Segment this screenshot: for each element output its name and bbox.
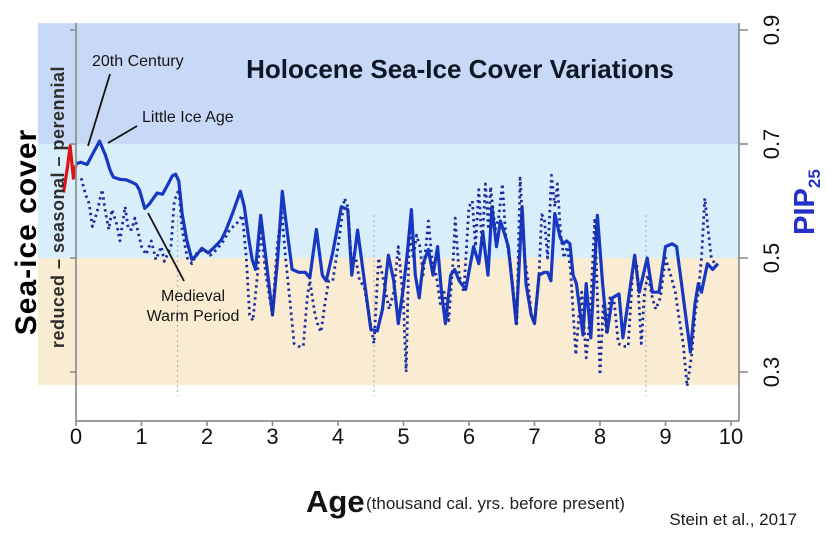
chart-title: Holocene Sea-Ice Cover Variations — [246, 54, 674, 84]
annotation-medieval-line2: Warm Period — [147, 308, 240, 325]
annotation-20th-century: 20th Century — [92, 53, 184, 70]
x-tick-label: 7 — [528, 424, 540, 449]
band-perennial — [38, 23, 739, 144]
y-axis-label-right: PIP25 — [789, 169, 824, 235]
y-axis-label-left: Sea-ice cover — [10, 129, 43, 335]
x-tick-label: 2 — [201, 424, 213, 449]
x-tick-label: 4 — [332, 424, 344, 449]
data-series — [62, 139, 720, 388]
x-tick-label: 6 — [463, 424, 475, 449]
x-tick-label: 1 — [135, 424, 147, 449]
series-dotted-line — [79, 173, 718, 388]
y-axis-ticks: 0.9 0.7 0.5 0.3 — [70, 15, 784, 388]
pip-subscript: 25 — [805, 169, 824, 188]
plot-spines — [75, 23, 740, 422]
leader-little-ice-age — [107, 125, 138, 144]
x-tick-label: 3 — [266, 424, 278, 449]
annotation-little-ice-age: Little Ice Age — [142, 109, 234, 126]
y-tick-label: 0.7 — [759, 129, 784, 160]
leader-medieval-warm-period — [147, 212, 185, 282]
x-tick-label: 0 — [70, 424, 82, 449]
x-tick-label: 5 — [397, 424, 409, 449]
x-axis-ticks: 0 1 2 3 4 5 6 7 8 9 10 — [70, 421, 743, 449]
y-tick-label: 0.9 — [759, 15, 784, 46]
credit-text: Stein et al., 2017 — [669, 510, 797, 529]
x-axis-label: Age — [306, 484, 365, 519]
x-tick-label: 8 — [594, 424, 606, 449]
event-gridlines — [176, 215, 647, 396]
leader-20th-century — [87, 73, 111, 147]
series-solid-line — [62, 144, 78, 193]
x-axis-sublabel: (thousand cal. yrs. before present) — [366, 494, 625, 513]
x-tick-label: 9 — [659, 424, 671, 449]
band-reduced — [38, 258, 739, 386]
band-seasonal — [38, 144, 739, 258]
y-tick-label: 0.5 — [759, 243, 784, 274]
x-tick-label: 10 — [719, 424, 743, 449]
annotation-medieval-line1: Medieval — [161, 288, 225, 305]
y-tick-label: 0.3 — [759, 357, 784, 388]
band-scale-label: reduced – seasonal – perennial — [48, 66, 68, 348]
